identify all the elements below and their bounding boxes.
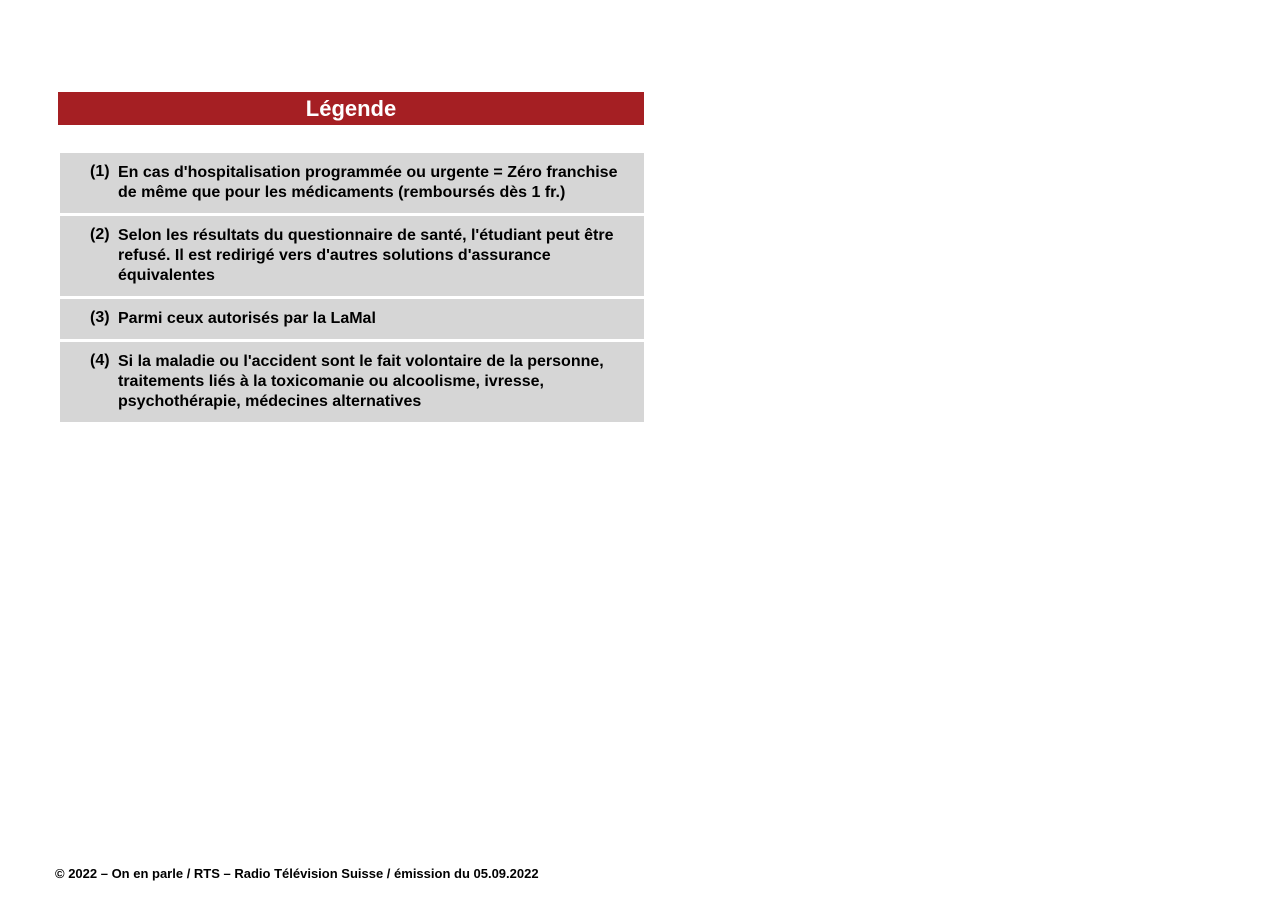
legend-item-text: En cas d'hospitalisation programmée ou u… [118, 163, 634, 203]
legend-list: (1) En cas d'hospitalisation programmée … [60, 153, 1280, 422]
page-container: Légende (1) En cas d'hospitalisation pro… [0, 0, 1280, 422]
legend-item-number: (2) [90, 226, 118, 244]
legend-item-text: Selon les résultats du questionnaire de … [118, 226, 634, 286]
footer-copyright: © 2022 – On en parle / RTS – Radio Télév… [55, 866, 539, 881]
legend-item-number: (3) [90, 309, 118, 327]
legend-item-number: (4) [90, 352, 118, 370]
legend-item: (4) Si la maladie ou l'accident sont le … [60, 342, 644, 422]
legend-item-number: (1) [90, 163, 118, 181]
legend-header-title: Légende [306, 96, 396, 122]
legend-item-text: Si la maladie ou l'accident sont le fait… [118, 352, 634, 412]
legend-item-text: Parmi ceux autorisés par la LaMal [118, 309, 382, 329]
legend-item: (2) Selon les résultats du questionnaire… [60, 216, 644, 296]
legend-header: Légende [58, 92, 644, 125]
legend-item: (1) En cas d'hospitalisation programmée … [60, 153, 644, 213]
legend-item: (3) Parmi ceux autorisés par la LaMal [60, 299, 644, 339]
